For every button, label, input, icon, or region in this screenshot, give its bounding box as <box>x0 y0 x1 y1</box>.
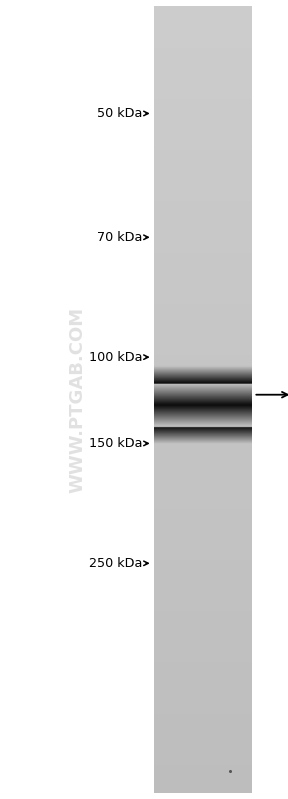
Text: 250 kDa: 250 kDa <box>89 557 143 570</box>
Text: 100 kDa: 100 kDa <box>89 351 143 364</box>
Text: 50 kDa: 50 kDa <box>97 107 143 120</box>
Text: 150 kDa: 150 kDa <box>89 437 143 450</box>
Text: 70 kDa: 70 kDa <box>97 231 143 244</box>
Text: WWW.PTGAB.COM: WWW.PTGAB.COM <box>69 307 87 492</box>
